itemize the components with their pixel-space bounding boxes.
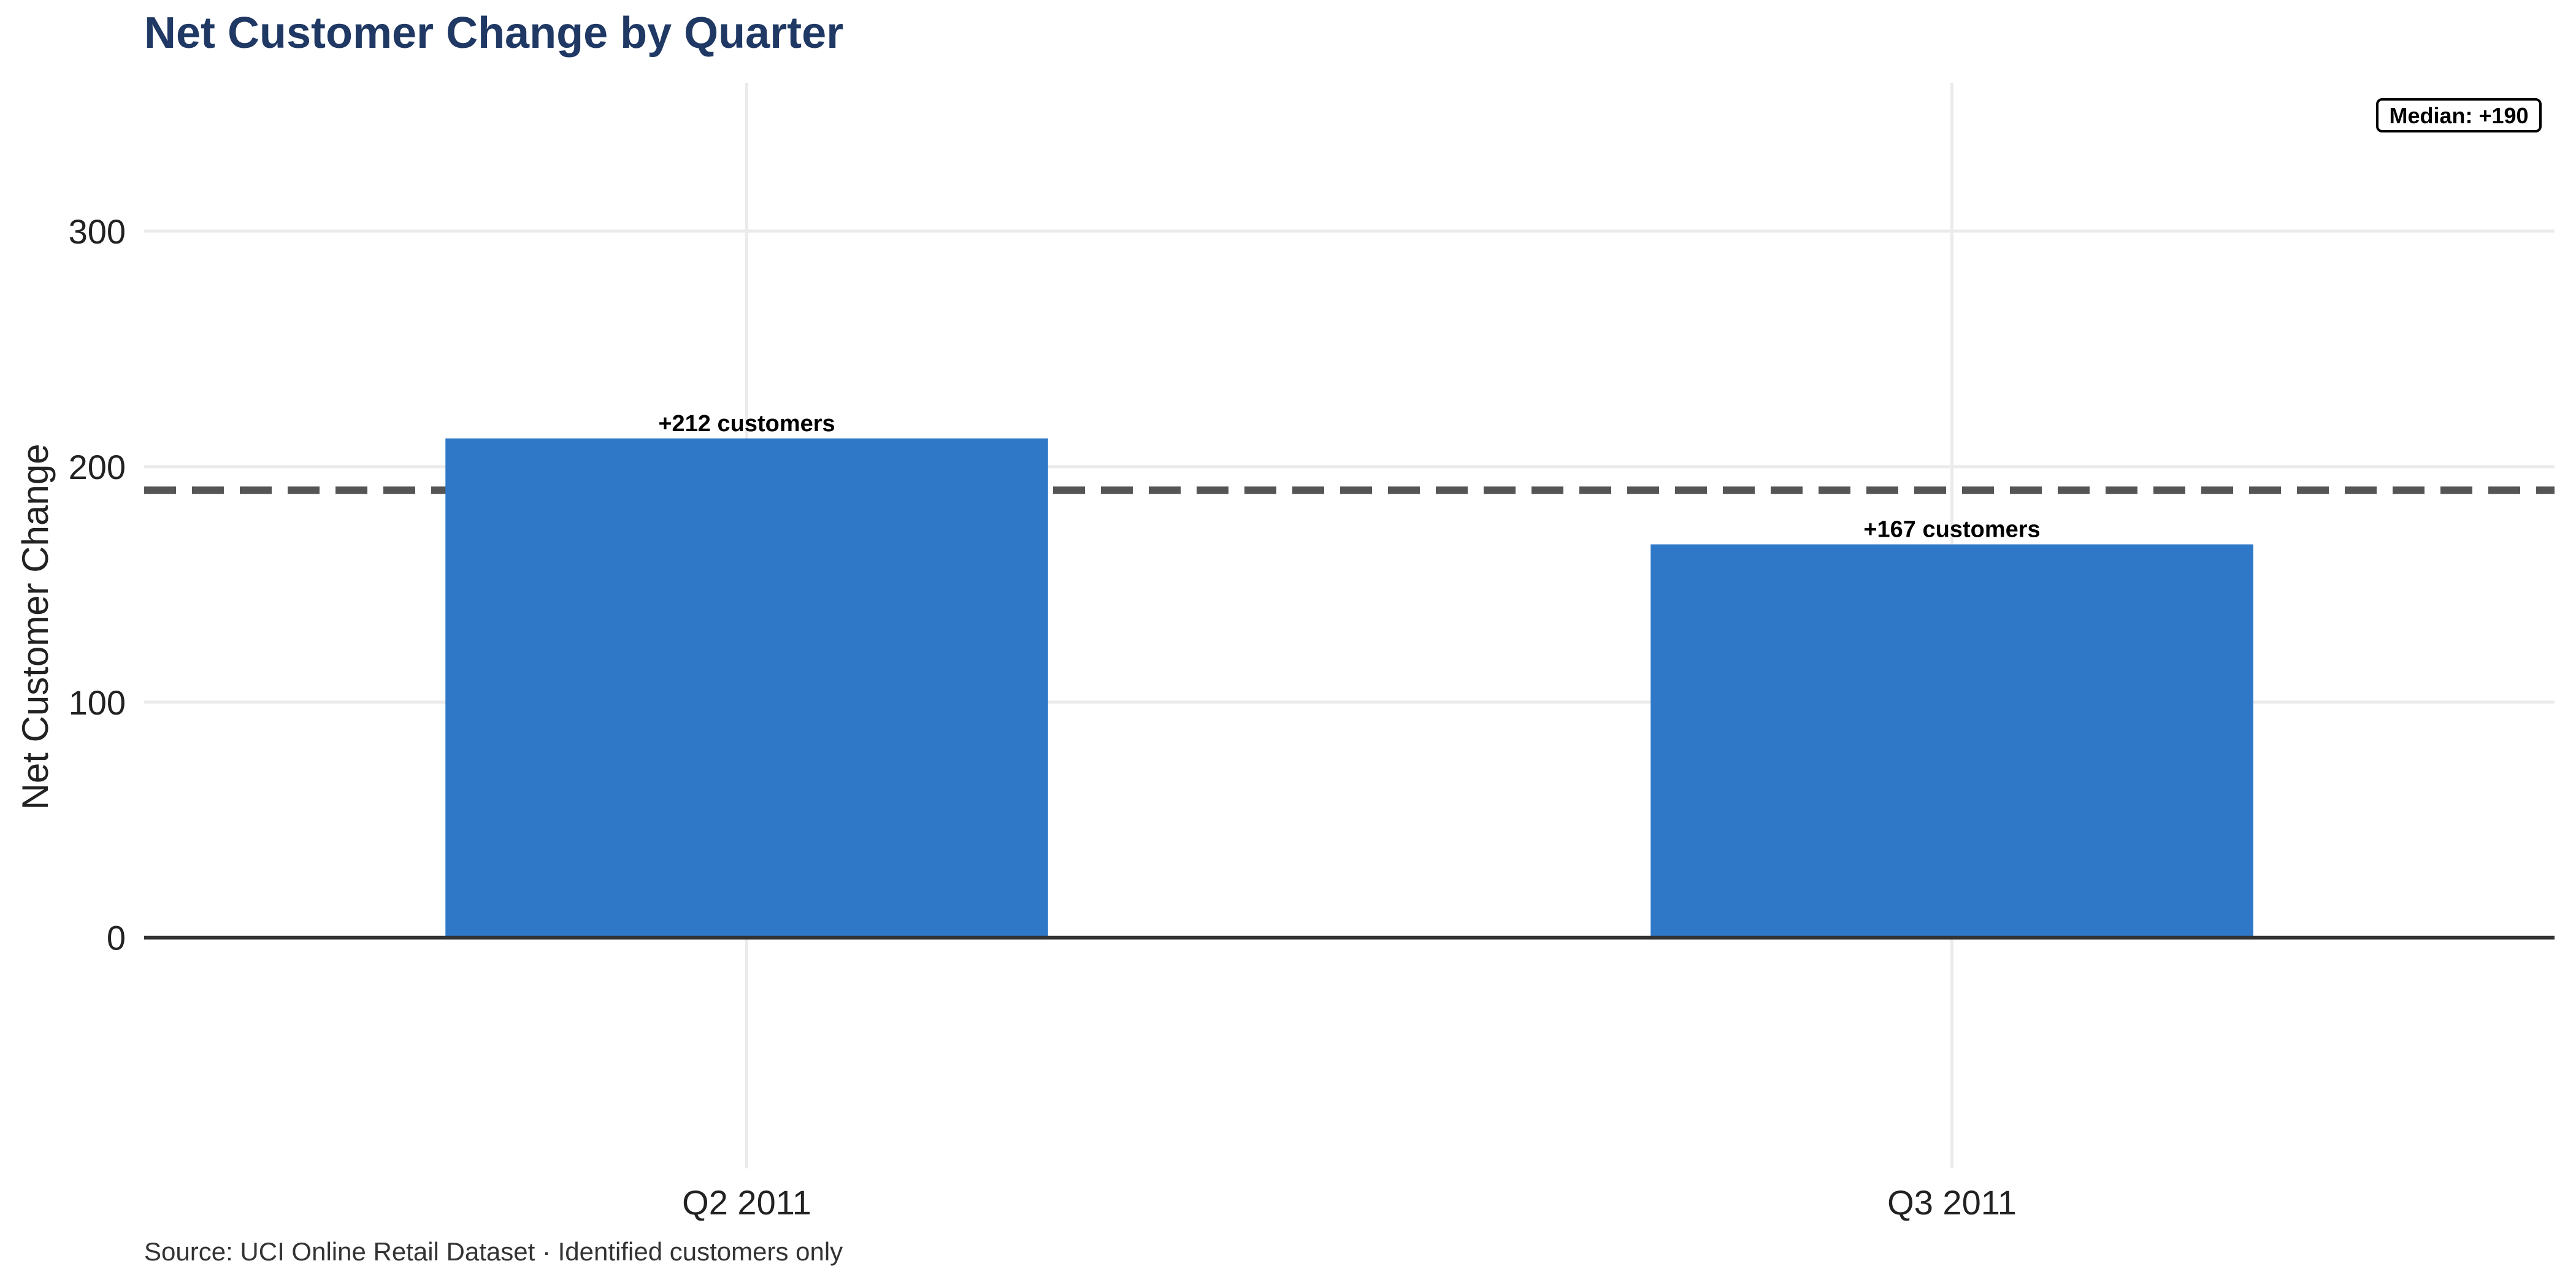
chart-caption: Source: UCI Online Retail Dataset · Iden… [144,1237,843,1266]
y-axis-label: Net Customer Change [15,444,56,810]
x-tick-label: Q2 2011 [682,1183,811,1222]
bars-layer: +212 customers +167 customers [445,411,2253,938]
y-tick-label: 300 [69,212,126,251]
axis-layer: 0 100 200 300 Q2 2011 Q3 2011 [69,212,2555,1222]
bar-data-label: +212 customers [658,411,835,437]
y-tick-label: 100 [69,683,126,722]
median-label: Median: +190 [2389,103,2528,128]
chart-title: Net Customer Change by Quarter [144,9,843,58]
x-tick-label: Q3 2011 [1887,1183,2017,1222]
median-annotation: Median: +190 [2376,98,2542,132]
bar [445,438,1048,938]
median-label-box [2376,98,2542,132]
y-tick-label: 0 [107,919,126,957]
y-tick-label: 200 [69,448,126,486]
bar [1650,544,2253,938]
bar-data-label: +167 customers [1863,517,2040,543]
